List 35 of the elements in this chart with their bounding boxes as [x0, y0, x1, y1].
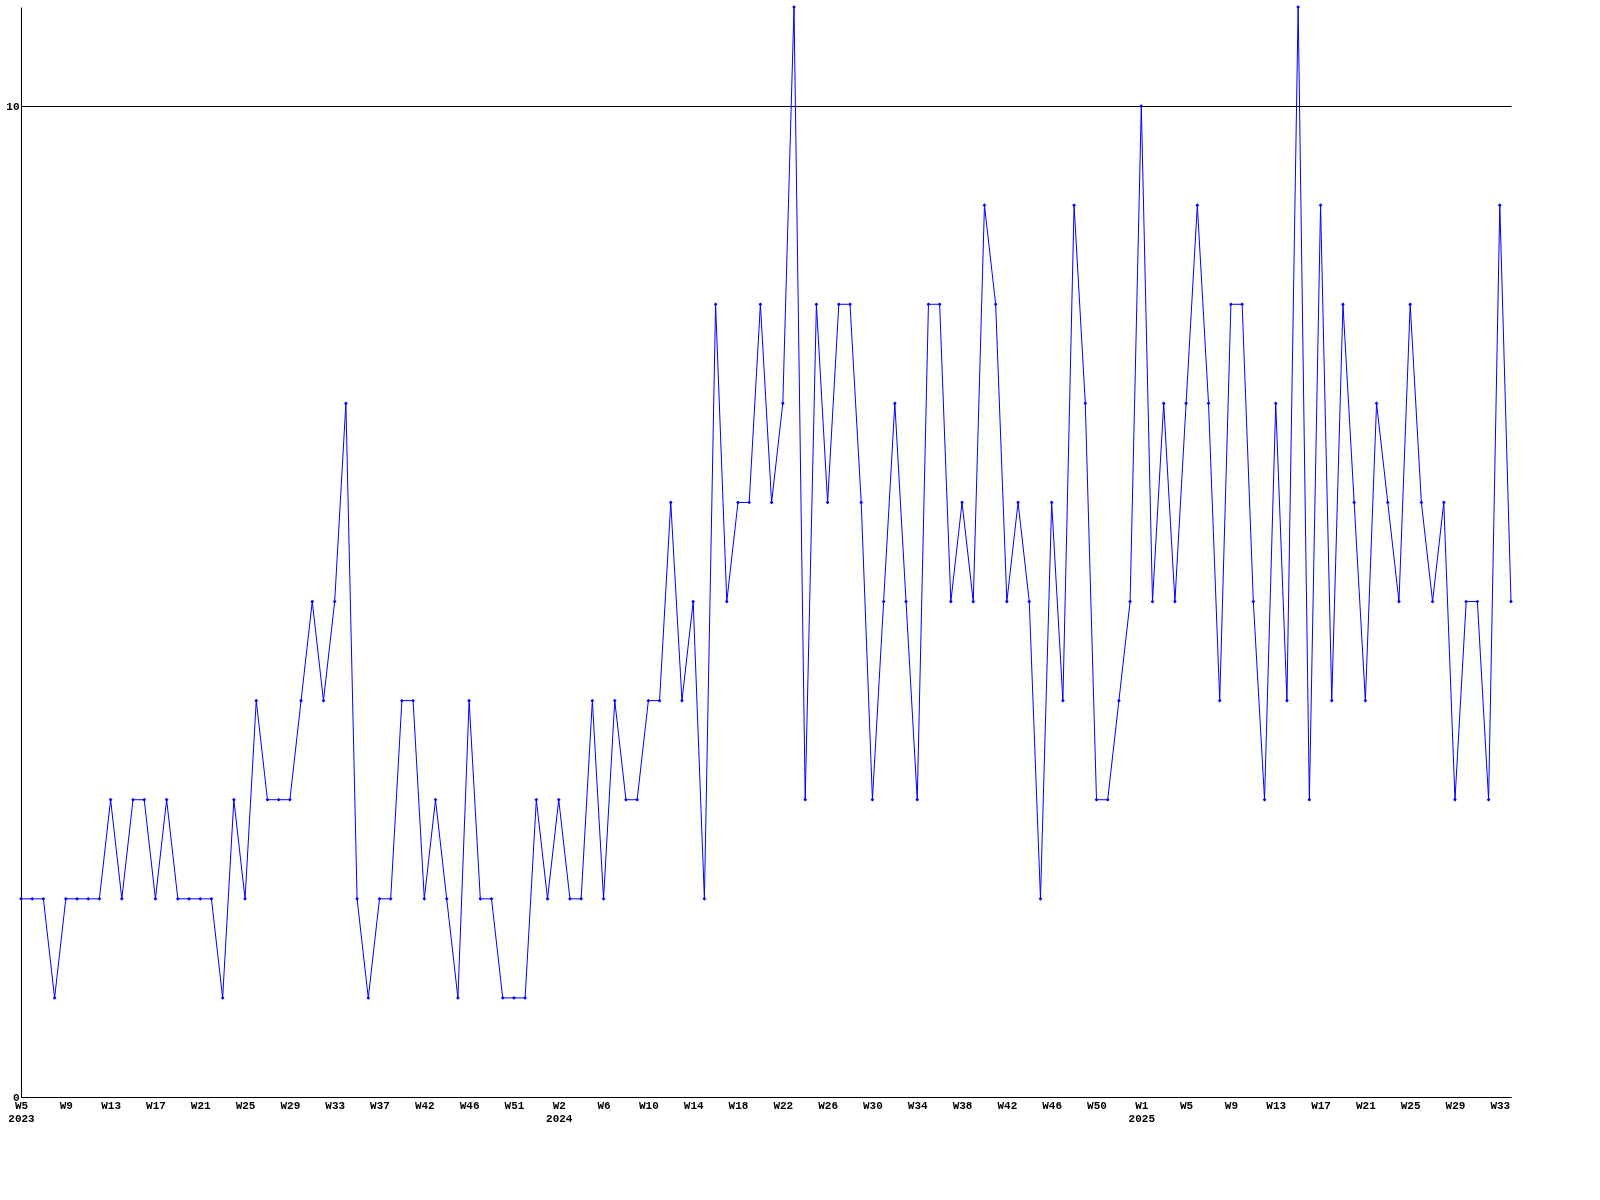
- x-tick-label: W42: [414, 1099, 435, 1112]
- x-tick-label: W29: [280, 1099, 301, 1112]
- x-tick-label: W9: [1224, 1099, 1239, 1112]
- x-tick-label: W9: [59, 1099, 73, 1112]
- x-tick-label: W38: [952, 1099, 973, 1112]
- x-tick-label: W34: [907, 1099, 929, 1112]
- x-tick-label: W37: [370, 1099, 390, 1112]
- x-tick-label: W13: [101, 1099, 122, 1112]
- x-tick-label: W5 2023: [8, 1099, 36, 1125]
- x-tick-label: W17: [146, 1099, 166, 1112]
- x-tick-label: W51: [504, 1099, 525, 1112]
- x-tick-label: W29: [1445, 1099, 1466, 1112]
- x-tick-label: W6: [597, 1099, 611, 1112]
- x-tick-label: W46: [459, 1099, 480, 1112]
- x-tick-label: W50: [1087, 1099, 1107, 1112]
- x-tick-label: W21: [1355, 1099, 1377, 1112]
- y-tick-label: 10: [6, 100, 20, 113]
- x-tick-label: W33: [1490, 1099, 1511, 1112]
- x-tick-label: W21: [190, 1099, 212, 1112]
- x-tick-label: W25: [1400, 1099, 1421, 1112]
- x-tick-label: W2 2024: [546, 1099, 573, 1125]
- x-tick-label: W14: [683, 1099, 704, 1112]
- x-tick-label: W10: [638, 1099, 659, 1112]
- x-tick-label: W22: [773, 1099, 794, 1112]
- x-tick-label: W42: [997, 1099, 1018, 1112]
- x-tick-label: W13: [1266, 1099, 1287, 1112]
- x-tick-label: W33: [325, 1099, 346, 1112]
- x-tick-label: W46: [1042, 1099, 1063, 1112]
- x-tick-label: W25: [235, 1099, 256, 1112]
- x-tick-label: W17: [1311, 1099, 1331, 1112]
- x-tick-label: W1 2025: [1128, 1099, 1156, 1125]
- x-tick-label: W18: [728, 1099, 749, 1112]
- x-tick-label: W30: [863, 1099, 883, 1112]
- x-tick-label: W5: [1180, 1099, 1194, 1112]
- x-tick-label: W26: [818, 1099, 839, 1112]
